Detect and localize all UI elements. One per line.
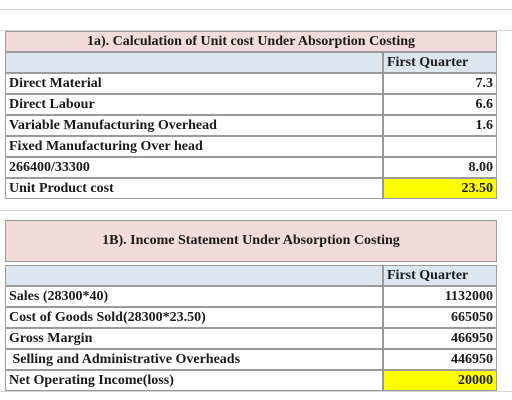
row-label: Variable Manufacturing Overhead [5, 115, 383, 136]
row-label: 266400/33300 [5, 157, 383, 178]
section-title: 1a). Calculation of Unit cost Under Abso… [5, 31, 497, 52]
row-label: Direct Labour [5, 94, 383, 115]
header-blank [5, 265, 383, 286]
row-label: Fixed Manufacturing Over head [5, 136, 383, 157]
row-label: Gross Margin [5, 328, 383, 349]
row-label: Direct Material [5, 73, 383, 94]
row-label: Selling and Administrative Overheads [5, 349, 383, 370]
row-value: 23.50 [383, 178, 497, 199]
row-value: 7.3 [383, 73, 497, 94]
grid-line [0, 30, 512, 31]
row-value: 665050 [383, 307, 497, 328]
grid-line [0, 9, 512, 10]
row-value: 20000 [383, 370, 497, 391]
row-value: 1.6 [383, 115, 497, 136]
grid-line [0, 391, 512, 392]
section-title: 1B). Income Statement Under Absorption C… [5, 220, 497, 262]
row-value: 6.6 [383, 94, 497, 115]
row-label: Cost of Goods Sold(28300*23.50) [5, 307, 383, 328]
row-label: Unit Product cost [5, 178, 383, 199]
row-label: Net Operating Income(loss) [5, 370, 383, 391]
row-value: 466950 [383, 328, 497, 349]
column-header: First Quarter [383, 265, 497, 286]
header-blank [5, 52, 383, 73]
grid-line [0, 210, 512, 211]
column-header: First Quarter [383, 52, 497, 73]
row-value: 446950 [383, 349, 497, 370]
row-label: Sales (28300*40) [5, 286, 383, 307]
row-value: 1132000 [383, 286, 497, 307]
row-value: 8.00 [383, 157, 497, 178]
row-value [383, 136, 497, 157]
